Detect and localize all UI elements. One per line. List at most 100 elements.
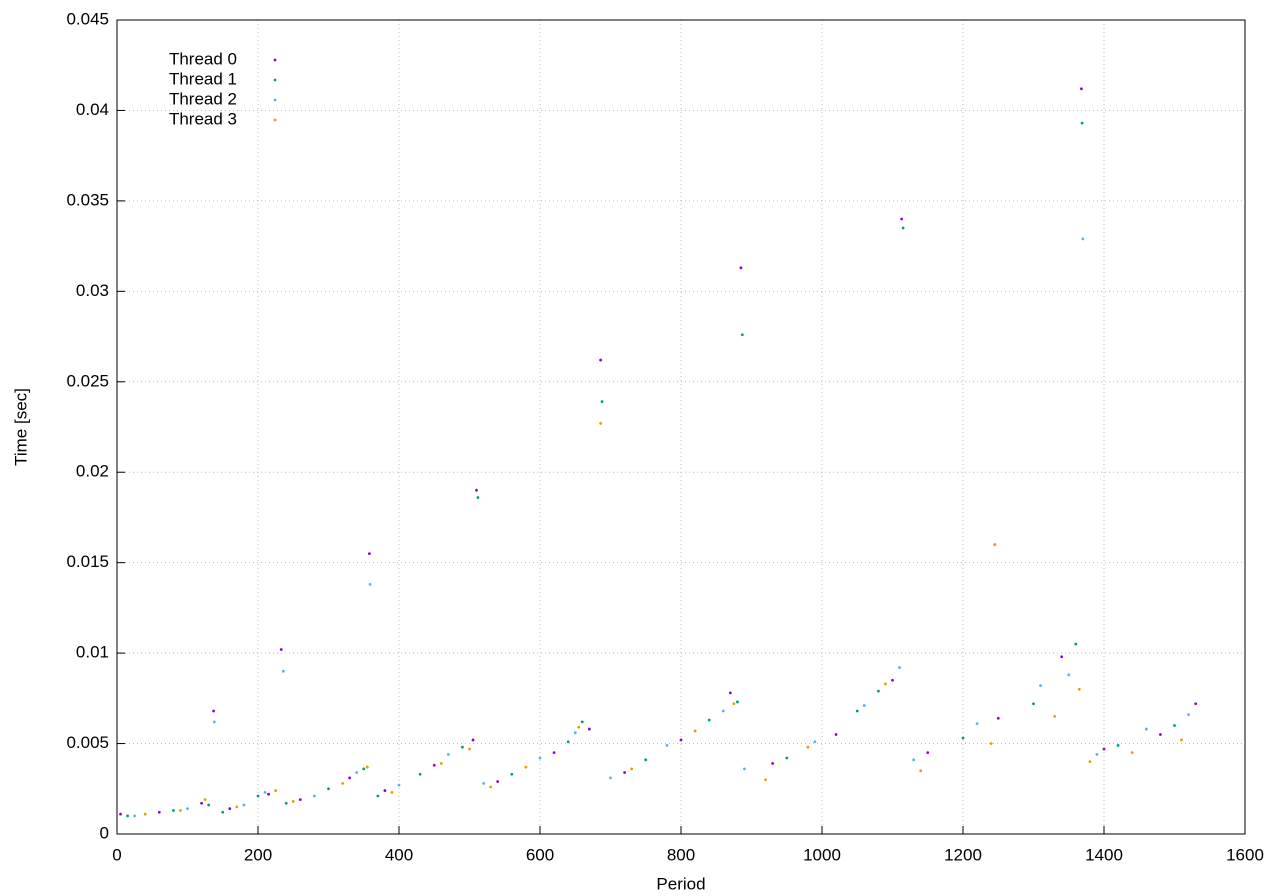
point <box>281 669 285 673</box>
point <box>912 758 916 762</box>
x-tick-label: 400 <box>385 845 413 864</box>
point <box>739 266 743 270</box>
point <box>376 794 380 798</box>
point <box>476 496 480 499</box>
point <box>1116 743 1120 747</box>
point <box>212 709 215 713</box>
point <box>728 691 732 695</box>
x-tick-label: 800 <box>667 845 695 864</box>
point <box>538 756 542 760</box>
point <box>291 800 295 803</box>
point <box>1130 751 1134 754</box>
point <box>732 702 736 706</box>
point <box>1159 733 1162 736</box>
point <box>721 709 725 713</box>
point <box>179 809 182 812</box>
point <box>665 743 669 747</box>
point <box>397 783 401 787</box>
point <box>327 787 330 791</box>
plot-frame <box>116 19 1246 835</box>
point <box>623 771 626 774</box>
point <box>1180 738 1183 742</box>
point <box>989 742 993 745</box>
point <box>679 738 683 742</box>
point <box>279 648 283 651</box>
point <box>1080 87 1083 91</box>
point <box>1187 713 1190 717</box>
point <box>1080 121 1084 125</box>
point <box>368 582 372 586</box>
point <box>1060 655 1064 659</box>
point <box>891 678 894 682</box>
point <box>707 718 711 722</box>
point <box>771 762 775 765</box>
point <box>1053 715 1057 718</box>
point <box>693 729 697 733</box>
y-tick-label: 0.045 <box>66 9 109 28</box>
point <box>552 751 556 754</box>
legend-marker <box>273 78 277 82</box>
point <box>482 781 485 785</box>
point <box>1032 702 1035 706</box>
point <box>785 756 789 760</box>
point <box>235 805 239 809</box>
point <box>203 798 207 802</box>
point <box>806 745 810 749</box>
x-tick-label: 0 <box>112 845 121 864</box>
y-tick-label: 0.04 <box>76 100 109 119</box>
point <box>348 776 352 780</box>
point <box>228 807 232 811</box>
point <box>200 801 204 805</box>
point <box>496 780 500 783</box>
point <box>855 709 859 713</box>
point <box>439 762 443 765</box>
point <box>221 810 225 814</box>
point <box>599 358 603 362</box>
point <box>119 812 122 816</box>
legend-marker <box>273 58 277 62</box>
legend-label: Thread 1 <box>169 69 237 88</box>
point <box>630 767 634 771</box>
point <box>313 794 316 798</box>
point <box>736 700 739 704</box>
point <box>489 785 493 789</box>
point <box>600 400 604 404</box>
point <box>157 810 161 814</box>
point <box>471 738 475 742</box>
point <box>1144 727 1148 731</box>
point <box>355 771 359 774</box>
point <box>580 720 584 724</box>
point <box>362 767 366 771</box>
x-tick-label: 1600 <box>1226 845 1264 864</box>
point <box>367 552 371 556</box>
point <box>274 789 278 792</box>
y-tick-label: 0.03 <box>76 281 109 300</box>
x-tick-label: 1000 <box>803 845 841 864</box>
point <box>143 812 147 816</box>
point <box>975 722 979 726</box>
point <box>587 727 591 731</box>
point <box>926 751 930 754</box>
y-tick-label: 0.025 <box>66 371 109 390</box>
point <box>901 226 905 230</box>
point <box>1039 684 1042 688</box>
point <box>919 769 923 773</box>
point <box>446 753 450 756</box>
y-tick-label: 0.005 <box>66 733 109 752</box>
point <box>461 745 464 749</box>
point <box>298 798 302 802</box>
point <box>884 682 887 686</box>
legend-label: Thread 3 <box>169 109 237 128</box>
point <box>1067 673 1071 677</box>
point <box>1088 760 1092 764</box>
point <box>341 781 344 785</box>
point <box>743 767 746 771</box>
point <box>186 807 189 811</box>
point <box>813 740 817 744</box>
y-tick-label: 0.035 <box>66 190 109 209</box>
point <box>468 747 471 751</box>
legend-label: Thread 2 <box>169 89 237 108</box>
point <box>1095 753 1099 756</box>
point <box>573 731 577 735</box>
